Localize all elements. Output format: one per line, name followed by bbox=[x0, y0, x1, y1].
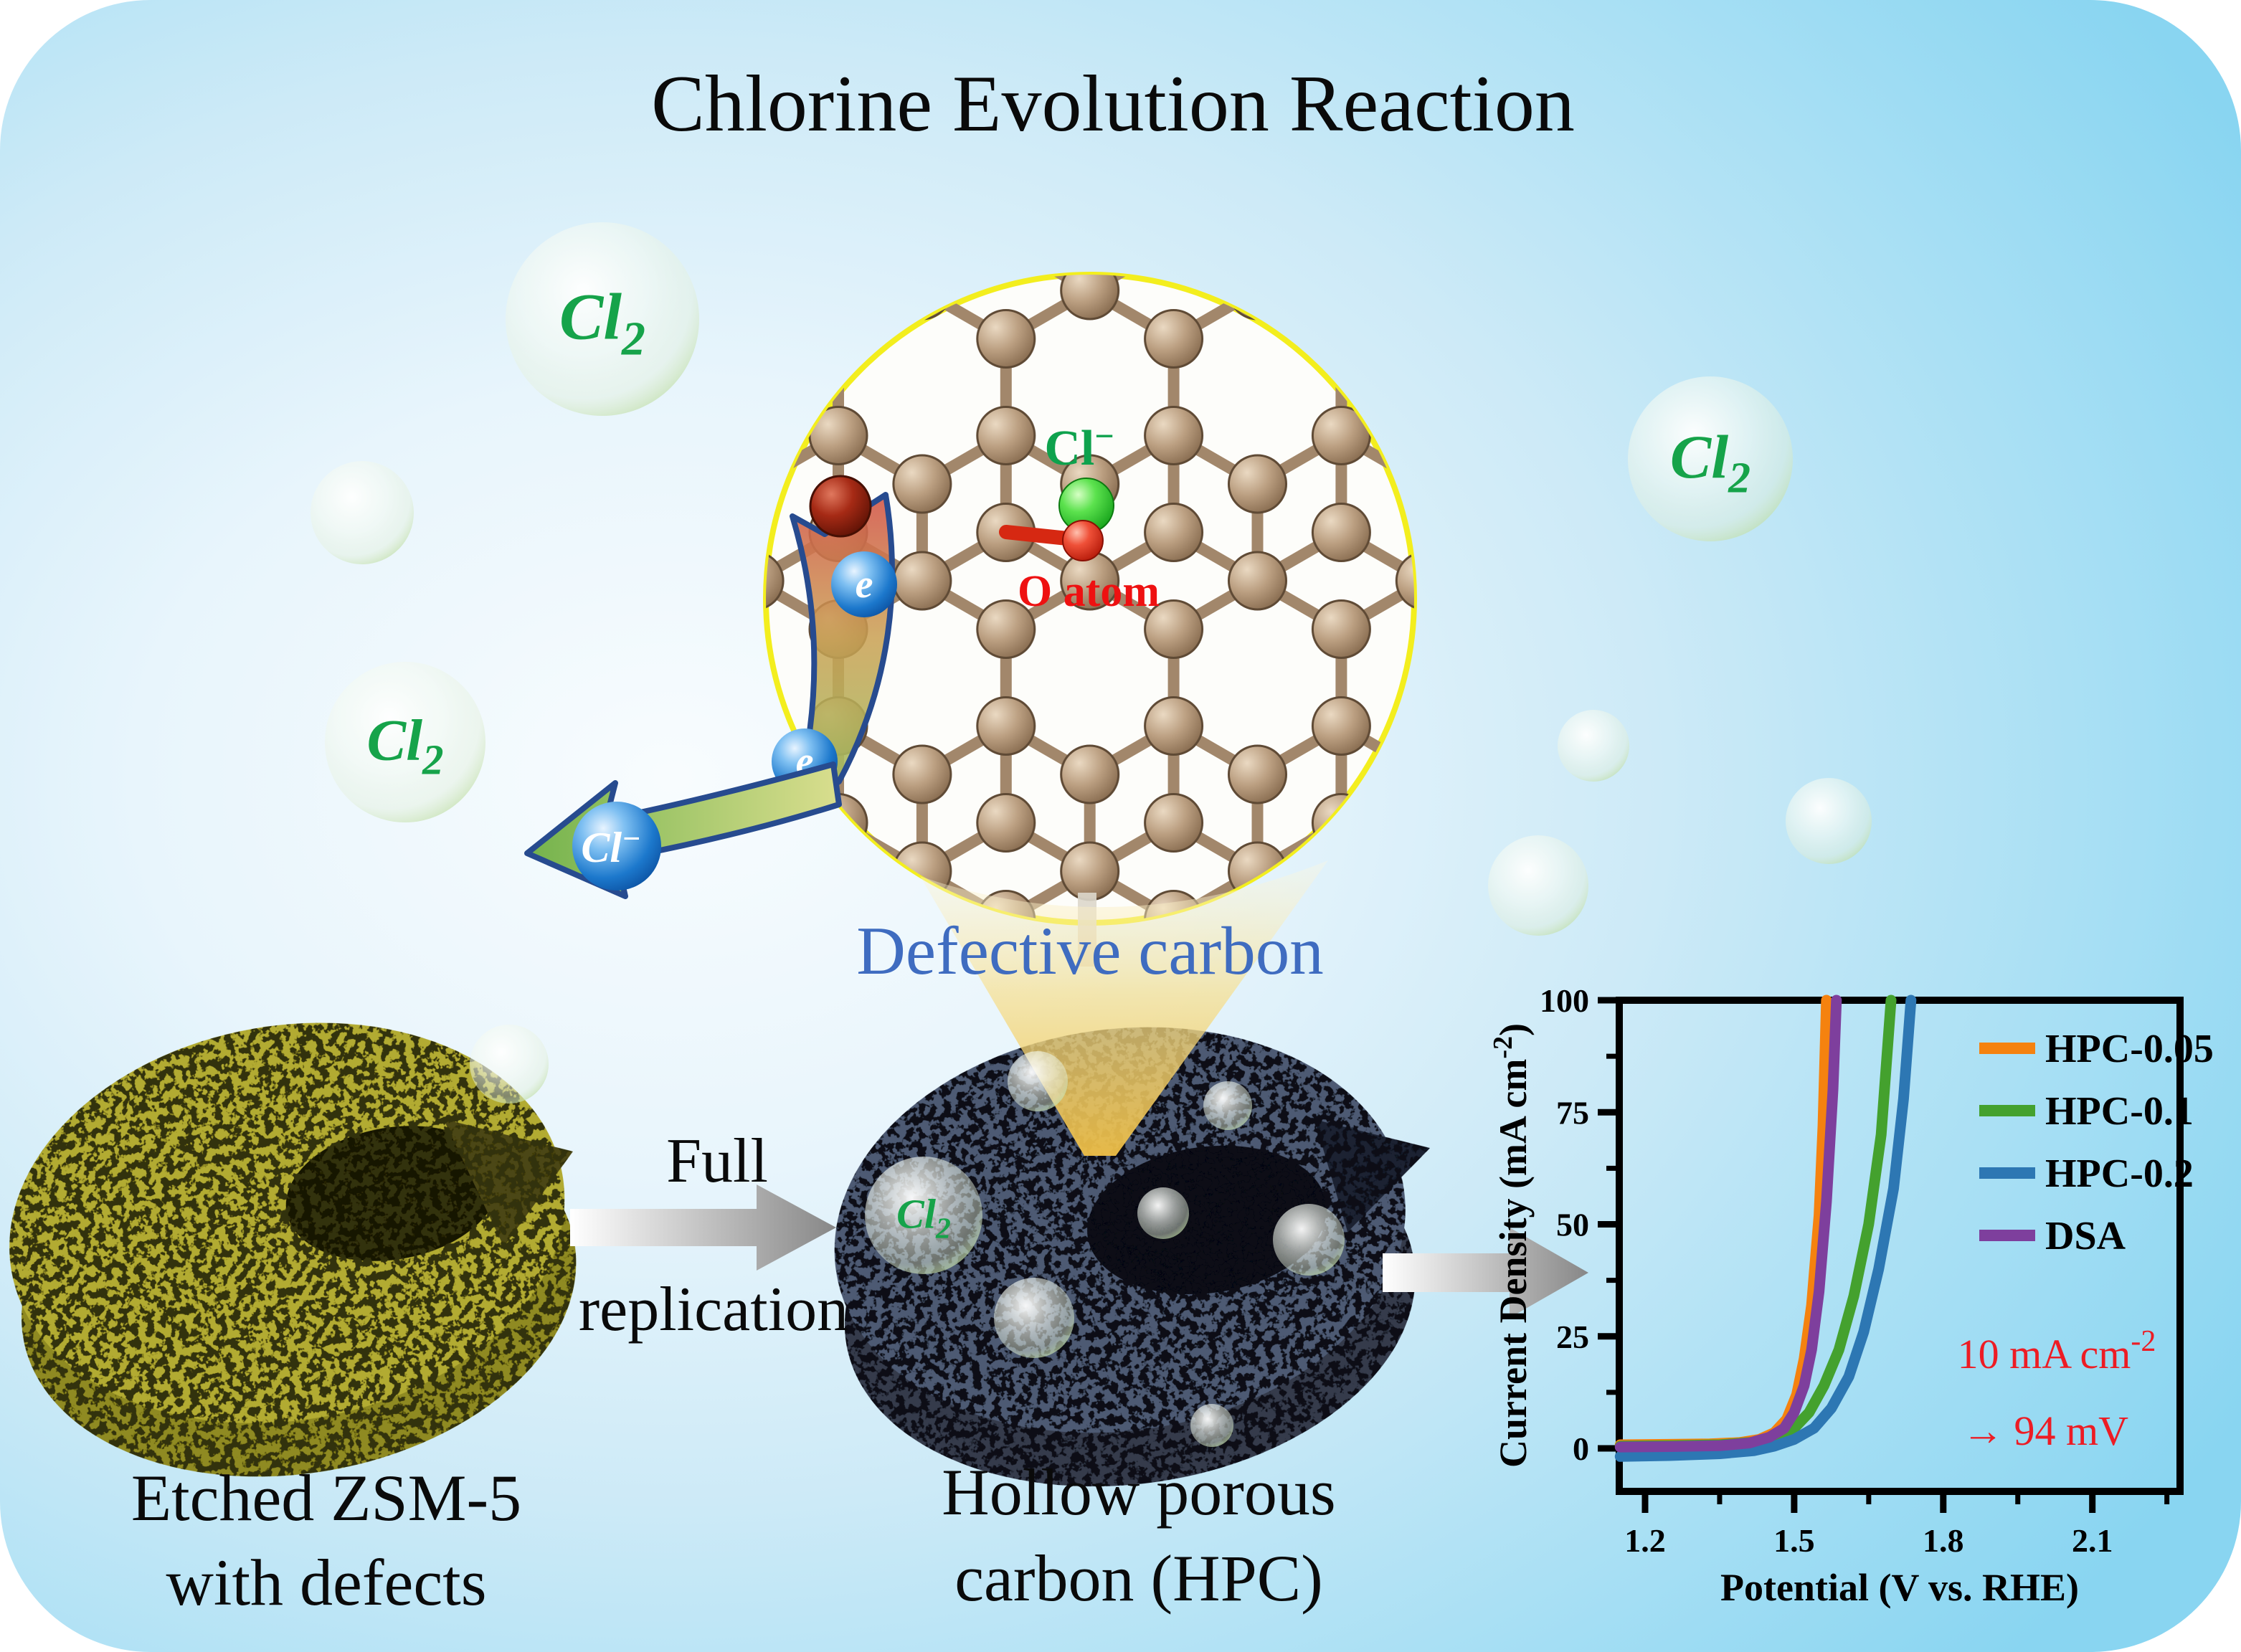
x-axis-title: Potential (V vs. RHE) bbox=[1720, 1566, 2079, 1609]
zsm5-top bbox=[9, 1022, 565, 1423]
replication-arrow bbox=[570, 1185, 836, 1271]
oxygen-atom-ball bbox=[1062, 520, 1104, 561]
gas-bubble bbox=[1273, 1204, 1345, 1276]
lsv-chart: 1.2 1.5 1.8 2.1 0 25 50 75 100 HPC-0.05 HPC-0.1 HPC… bbox=[1488, 982, 2214, 1609]
gas-bubble bbox=[994, 1278, 1074, 1358]
step-label-replication: replication bbox=[579, 1275, 848, 1344]
x-tick-label: 1.5 bbox=[1773, 1522, 1815, 1559]
released-chloride-label: Cl− bbox=[581, 821, 640, 871]
overpotential-annotation-line1: 10 mA cm-2 bbox=[1958, 1325, 2156, 1377]
cl2-bubble: Cl2 bbox=[1628, 376, 1793, 541]
o-atom-label: O atom bbox=[1018, 567, 1160, 616]
gas-bubble bbox=[1203, 1081, 1252, 1130]
chart-dynamic-content: 1.2 1.5 1.8 2.1 0 25 50 75 100 HPC-0.05 HPC-0.1 HPC… bbox=[1540, 982, 2214, 1559]
hpc-label-line2: carbon (HPC) bbox=[954, 1542, 1323, 1615]
page-title: Chlorine Evolution Reaction bbox=[651, 60, 1575, 148]
zsm5-hole bbox=[285, 1126, 499, 1261]
electron-label: e bbox=[856, 562, 873, 607]
etched-zsm5-torus bbox=[9, 1022, 577, 1477]
gas-bubble bbox=[311, 461, 414, 564]
gas-bubble bbox=[1137, 1187, 1189, 1239]
hpc-hole bbox=[1086, 1145, 1327, 1295]
zsm5-label-line1: Etched ZSM-5 bbox=[131, 1461, 521, 1534]
series-curve-DSA bbox=[1614, 994, 1842, 1453]
y-tick-label: 75 bbox=[1556, 1094, 1589, 1131]
series-curve-HPC-0.2 bbox=[1614, 994, 1917, 1462]
legend-label-DSA: DSA bbox=[2045, 1214, 2126, 1258]
gas-bubble bbox=[1786, 778, 1872, 864]
hpc-label-line1: Hollow porous bbox=[942, 1456, 1335, 1529]
y-tick-label: 0 bbox=[1573, 1430, 1589, 1467]
y-tick-label: 50 bbox=[1556, 1207, 1589, 1243]
x-tick-label: 1.8 bbox=[1923, 1522, 1964, 1559]
legend-label-HPC-0.1: HPC-0.1 bbox=[2045, 1089, 2194, 1134]
chloride-ion-label: Cl− bbox=[1044, 417, 1114, 476]
gas-bubble bbox=[470, 1025, 549, 1103]
gas-bubble bbox=[1008, 1051, 1068, 1111]
cl2-bubble-label: Cl2 bbox=[367, 708, 444, 784]
cl2-bubble-label: Cl2 bbox=[1670, 422, 1750, 503]
hpc-torus bbox=[834, 1027, 1431, 1487]
x-tick-label: 2.1 bbox=[2072, 1522, 2113, 1559]
to-performance-arrow bbox=[1383, 1228, 1588, 1318]
foreground-bubbles-layer: Cl2 bbox=[470, 1025, 1345, 1447]
overpotential-annotation-line2: → 94 mV bbox=[1962, 1407, 2128, 1454]
y-tick-label: 25 bbox=[1556, 1319, 1589, 1355]
zoom-funnel bbox=[920, 860, 1328, 1156]
cl2-bubble: Cl2 bbox=[325, 662, 485, 822]
chart-frame bbox=[1616, 997, 2184, 1495]
zsm5-notch bbox=[443, 1119, 573, 1247]
y-axis-title: Current Density (mA cm-2) bbox=[1488, 1023, 1535, 1468]
graphene-inset: Cl− O atom e e Cl− bbox=[524, 272, 1417, 967]
y-tick-label: 100 bbox=[1540, 982, 1589, 1019]
zsm5-label-line2: with defects bbox=[166, 1546, 486, 1619]
hpc-notch bbox=[1314, 1119, 1431, 1233]
step-label-full: Full bbox=[666, 1126, 768, 1196]
cl2-bubble: Cl2 bbox=[506, 222, 699, 416]
inset-caption: Defective carbon bbox=[856, 913, 1323, 989]
legend-label-HPC-0.2: HPC-0.2 bbox=[2045, 1152, 2194, 1196]
gas-bubble bbox=[1190, 1404, 1233, 1447]
legend-label-HPC-0.05: HPC-0.05 bbox=[2045, 1027, 2214, 1071]
cl2-bubble: Cl2 bbox=[865, 1157, 982, 1274]
cl2-bubble-label: Cl2 bbox=[559, 280, 645, 366]
defect-carbon-atom bbox=[809, 475, 872, 538]
gas-bubble bbox=[1558, 710, 1629, 782]
cl2-bubble-label: Cl2 bbox=[896, 1190, 951, 1245]
gas-bubble bbox=[1488, 835, 1588, 936]
floating-bubbles-layer: Cl2 Cl2 Cl2 bbox=[311, 222, 1872, 936]
x-tick-label: 1.2 bbox=[1624, 1522, 1666, 1559]
released-chloride-sphere bbox=[572, 802, 661, 891]
electron-sphere bbox=[831, 551, 897, 617]
